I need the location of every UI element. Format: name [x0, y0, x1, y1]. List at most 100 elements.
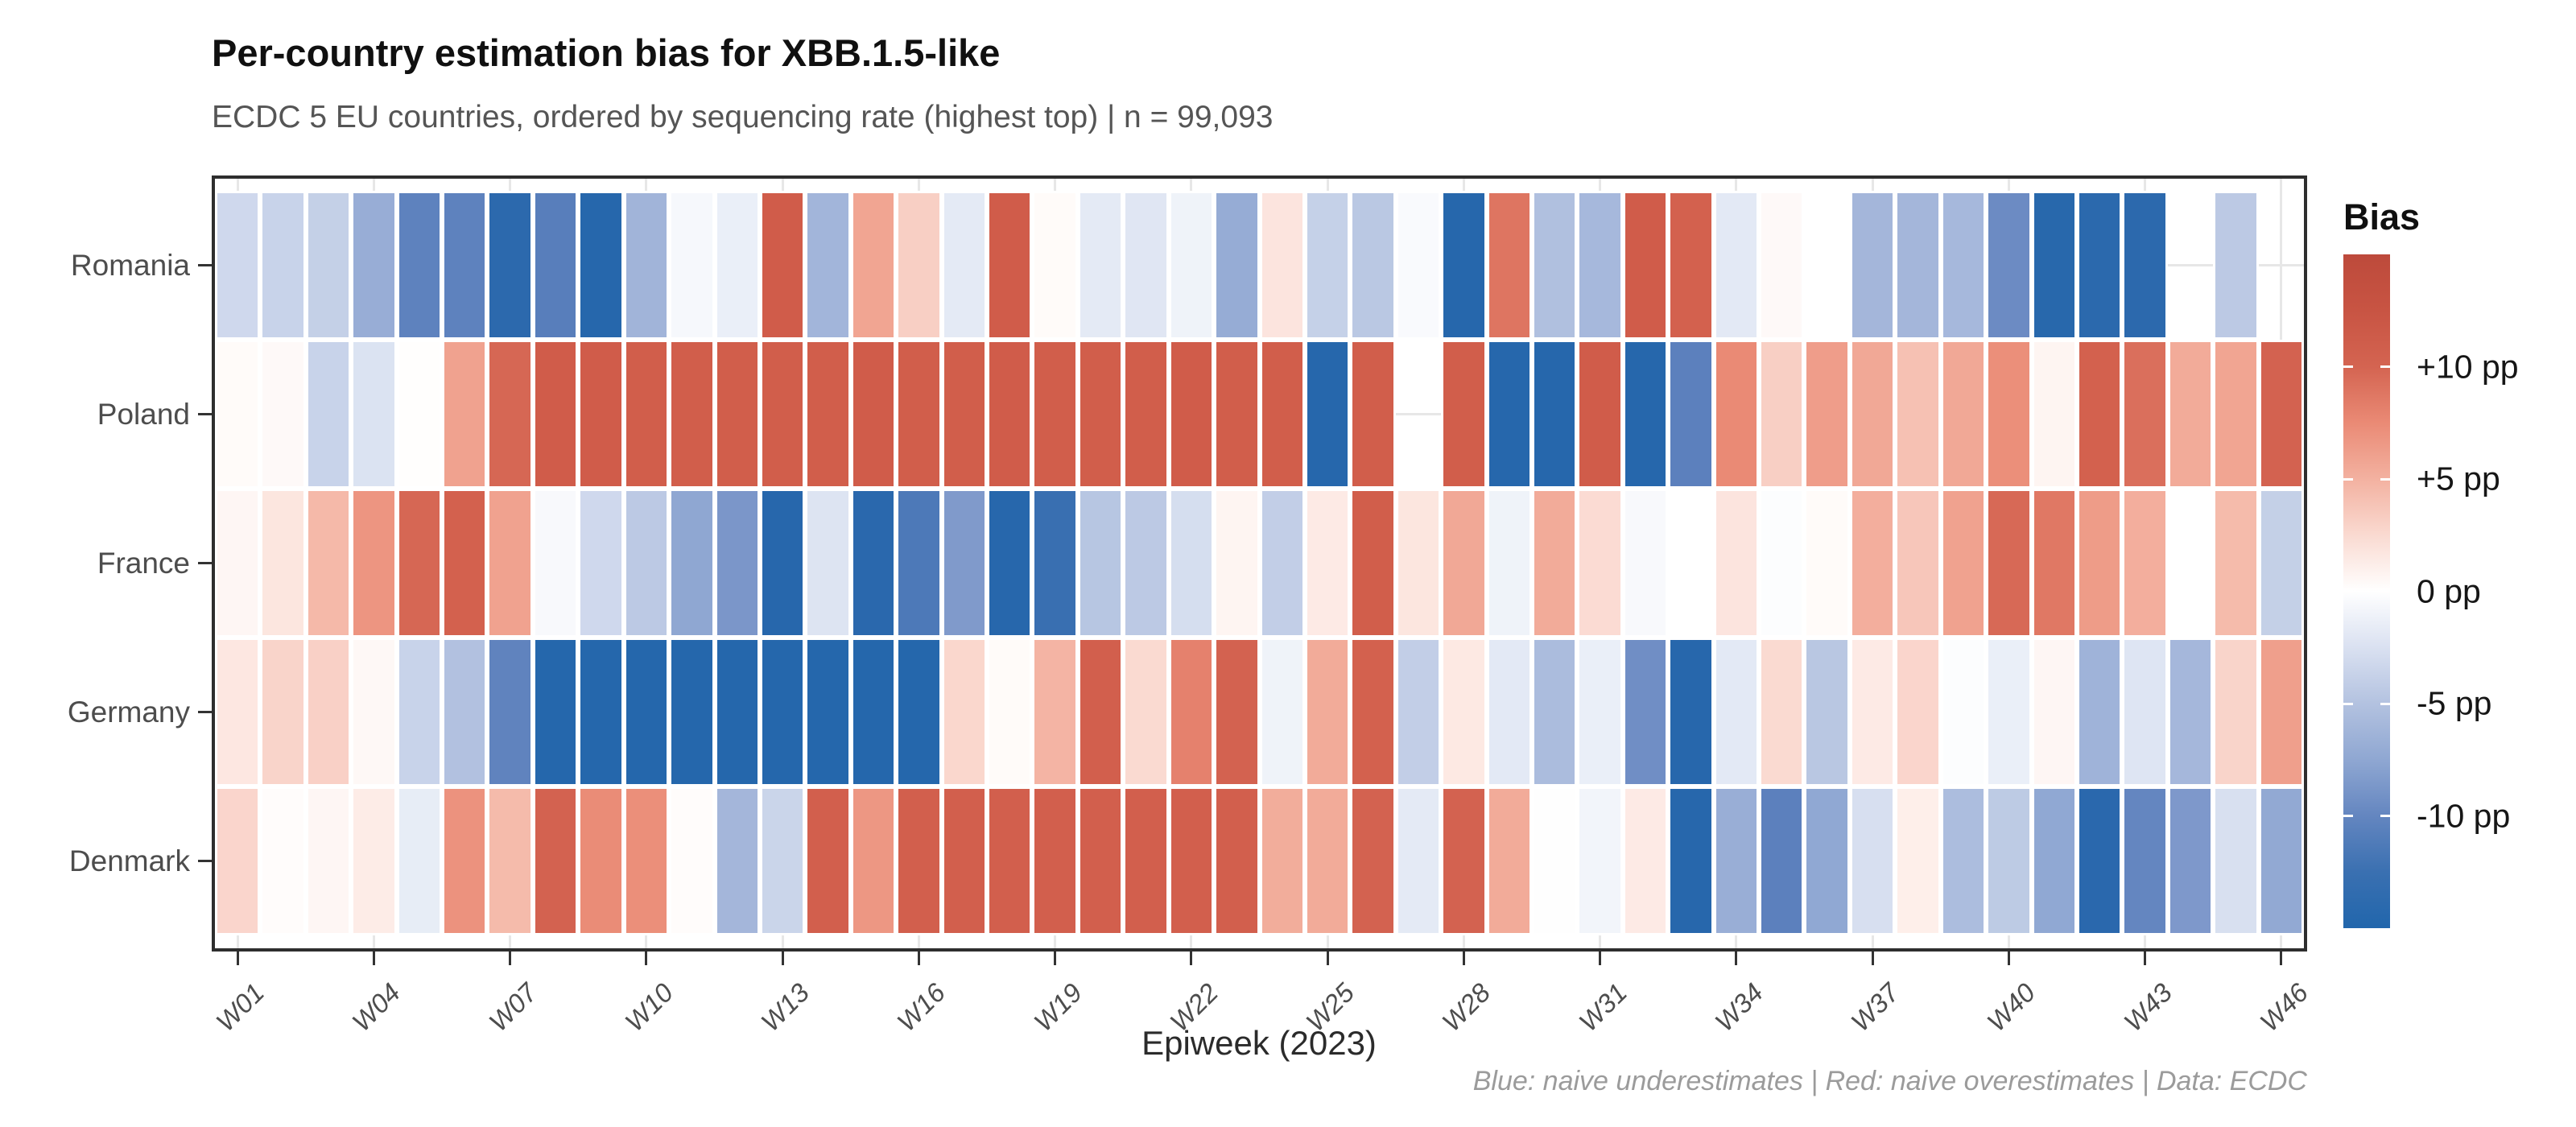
heatmap-cell[interactable]	[850, 489, 897, 638]
heatmap-cell[interactable]	[1214, 786, 1260, 935]
heatmap-cell[interactable]	[2031, 638, 2077, 786]
heatmap-cell[interactable]	[714, 489, 760, 638]
heatmap-cell[interactable]	[1622, 191, 1669, 340]
heatmap-cell[interactable]	[532, 340, 579, 489]
heatmap-cell[interactable]	[532, 191, 579, 340]
heatmap-cell[interactable]	[1486, 489, 1532, 638]
heatmap-cell[interactable]	[1986, 786, 2032, 935]
heatmap-cell[interactable]	[532, 489, 579, 638]
heatmap-cell[interactable]	[1032, 489, 1078, 638]
heatmap-cell[interactable]	[1259, 340, 1305, 489]
heatmap-cell[interactable]	[305, 786, 352, 935]
heatmap-cell[interactable]	[1668, 191, 1714, 340]
heatmap-cell[interactable]	[1713, 786, 1760, 935]
heatmap-cell[interactable]	[1713, 340, 1760, 489]
heatmap-cell[interactable]	[1350, 191, 1396, 340]
heatmap-cell[interactable]	[987, 191, 1033, 340]
heatmap-cell[interactable]	[1395, 638, 1442, 786]
heatmap-cell[interactable]	[1531, 340, 1578, 489]
heatmap-cell[interactable]	[941, 786, 988, 935]
heatmap-cell[interactable]	[1077, 786, 1124, 935]
heatmap-cell-missing[interactable]	[1396, 340, 1441, 489]
heatmap-cell[interactable]	[1214, 489, 1260, 638]
heatmap-cell[interactable]	[1441, 638, 1487, 786]
heatmap-cell[interactable]	[2258, 786, 2304, 935]
heatmap-cell[interactable]	[442, 638, 488, 786]
heatmap-cell[interactable]	[396, 340, 443, 489]
heatmap-cell[interactable]	[1350, 489, 1396, 638]
heatmap-cell[interactable]	[2076, 489, 2123, 638]
heatmap-cell[interactable]	[1804, 340, 1850, 489]
heatmap-cell[interactable]	[1577, 489, 1623, 638]
heatmap-cell[interactable]	[578, 489, 624, 638]
heatmap-cell[interactable]	[1622, 638, 1669, 786]
heatmap-cell[interactable]	[714, 786, 760, 935]
heatmap-cell[interactable]	[215, 489, 261, 638]
heatmap-cell[interactable]	[2122, 786, 2168, 935]
heatmap-cell[interactable]	[2167, 638, 2214, 786]
heatmap-cell[interactable]	[487, 340, 533, 489]
heatmap-cell[interactable]	[487, 489, 533, 638]
heatmap-cell[interactable]	[714, 340, 760, 489]
heatmap-cell[interactable]	[1531, 489, 1578, 638]
heatmap-cell[interactable]	[1895, 191, 1941, 340]
heatmap-cell[interactable]	[669, 340, 715, 489]
heatmap-cell[interactable]	[759, 786, 806, 935]
heatmap-cell[interactable]	[351, 340, 397, 489]
heatmap-cell[interactable]	[623, 786, 670, 935]
heatmap-cell[interactable]	[351, 191, 397, 340]
heatmap-cell[interactable]	[1759, 489, 1805, 638]
heatmap-cell[interactable]	[1441, 489, 1487, 638]
heatmap-cell[interactable]	[1531, 786, 1578, 935]
heatmap-cell[interactable]	[1168, 489, 1215, 638]
heatmap-cell[interactable]	[850, 786, 897, 935]
heatmap-cell[interactable]	[805, 489, 851, 638]
heatmap-cell[interactable]	[1486, 191, 1532, 340]
heatmap-cell[interactable]	[1304, 489, 1351, 638]
heatmap-cell[interactable]	[1759, 638, 1805, 786]
heatmap-cell[interactable]	[1759, 340, 1805, 489]
heatmap-cell[interactable]	[1168, 191, 1215, 340]
heatmap-cell[interactable]	[1849, 489, 1896, 638]
heatmap-cell[interactable]	[260, 638, 306, 786]
heatmap-cell[interactable]	[623, 191, 670, 340]
heatmap-cell[interactable]	[442, 191, 488, 340]
heatmap-cell[interactable]	[1123, 786, 1169, 935]
heatmap-cell[interactable]	[305, 340, 352, 489]
heatmap-cell[interactable]	[260, 191, 306, 340]
heatmap-cell[interactable]	[1940, 191, 1987, 340]
heatmap-cell[interactable]	[532, 786, 579, 935]
heatmap-cell[interactable]	[2031, 489, 2077, 638]
heatmap-cell[interactable]	[1577, 340, 1623, 489]
heatmap-cell[interactable]	[1441, 786, 1487, 935]
heatmap-cell[interactable]	[1668, 340, 1714, 489]
heatmap-cell[interactable]	[1895, 340, 1941, 489]
heatmap-cell[interactable]	[1622, 489, 1669, 638]
heatmap-cell[interactable]	[215, 786, 261, 935]
heatmap-cell[interactable]	[1849, 638, 1896, 786]
heatmap-cell[interactable]	[1123, 638, 1169, 786]
heatmap-cell[interactable]	[2076, 638, 2123, 786]
heatmap-cell[interactable]	[532, 638, 579, 786]
heatmap-cell[interactable]	[1940, 786, 1987, 935]
heatmap-cell[interactable]	[623, 340, 670, 489]
heatmap-cell[interactable]	[215, 191, 261, 340]
heatmap-cell[interactable]	[1350, 340, 1396, 489]
heatmap-cell[interactable]	[1668, 489, 1714, 638]
heatmap-cell[interactable]	[305, 489, 352, 638]
heatmap-cell[interactable]	[351, 489, 397, 638]
heatmap-cell[interactable]	[896, 638, 942, 786]
heatmap-cell[interactable]	[1804, 786, 1850, 935]
heatmap-cell[interactable]	[260, 489, 306, 638]
heatmap-cell-missing[interactable]	[2259, 191, 2304, 340]
heatmap-cell[interactable]	[1940, 340, 1987, 489]
heatmap-cell[interactable]	[1214, 191, 1260, 340]
heatmap-cell[interactable]	[305, 191, 352, 340]
heatmap-cell[interactable]	[215, 340, 261, 489]
heatmap-cell[interactable]	[805, 191, 851, 340]
heatmap-cell[interactable]	[2213, 786, 2259, 935]
heatmap-cell[interactable]	[578, 191, 624, 340]
heatmap-cell[interactable]	[1804, 191, 1850, 340]
heatmap-cell[interactable]	[1895, 786, 1941, 935]
heatmap-cell[interactable]	[1350, 638, 1396, 786]
